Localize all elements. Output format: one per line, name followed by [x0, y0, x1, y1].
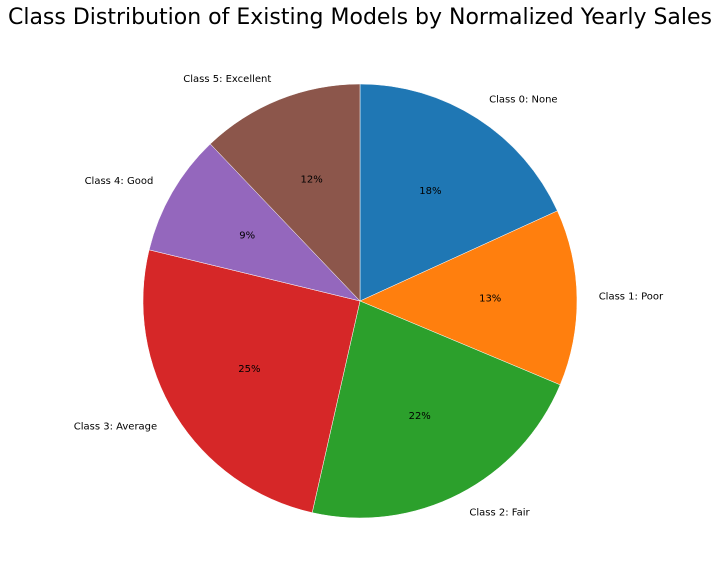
- percent-label-0: 18%: [419, 186, 441, 197]
- category-label-4: Class 4: Good: [85, 176, 154, 187]
- pie-slice-2: [311, 300, 561, 519]
- percent-label-5: 12%: [300, 175, 322, 186]
- pie-slices: [142, 83, 578, 519]
- percent-label-4: 9%: [239, 230, 255, 241]
- percent-label-1: 13%: [479, 293, 501, 304]
- category-label-1: Class 1: Poor: [599, 292, 664, 303]
- pie-slice-0: [359, 83, 558, 302]
- category-label-5: Class 5: Excellent: [183, 74, 271, 85]
- category-label-3: Class 3: Average: [74, 421, 157, 432]
- percent-labels: 18% 13% 22% 25% 9% 12%: [238, 175, 501, 423]
- pie-slice-1: [359, 210, 578, 386]
- pie-slice-5: [209, 83, 361, 302]
- pie-slice-4: [148, 143, 361, 302]
- category-label-0: Class 0: None: [489, 95, 557, 106]
- percent-label-3: 25%: [238, 364, 260, 375]
- pie-slice-3: [142, 249, 361, 513]
- category-labels: Class 0: None Class 1: Poor Class 2: Fair C…: [74, 74, 664, 519]
- category-label-2: Class 2: Fair: [469, 508, 530, 519]
- chart-title: Class Distribution of Existing Models by…: [8, 5, 712, 30]
- percent-label-2: 22%: [409, 411, 431, 422]
